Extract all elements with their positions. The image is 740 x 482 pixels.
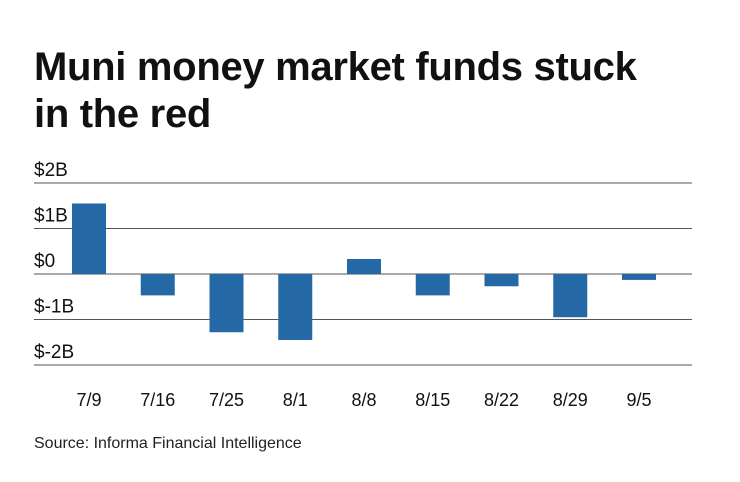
chart-title-line-1: Muni money market funds stuck — [34, 45, 637, 89]
y-tick-label: $-1B — [34, 297, 74, 318]
bar-7-16 — [140, 274, 175, 296]
bar-9-5 — [622, 274, 656, 280]
x-tick-label: 7/25 — [209, 390, 244, 410]
y-axis-ticks: $2B $1B $0 $-1B $-2B — [34, 160, 74, 363]
x-tick-label: 7/16 — [140, 390, 175, 410]
y-tick-label: $-2B — [34, 342, 74, 363]
x-tick-label: 8/29 — [553, 390, 588, 410]
x-tick-label: 8/8 — [351, 390, 376, 410]
bar-7-9 — [72, 203, 106, 274]
bar-8-15 — [415, 274, 450, 296]
y-tick-label: $1B — [34, 206, 68, 227]
y-tick-label: $0 — [34, 251, 55, 272]
bar-8-22 — [484, 274, 519, 287]
bars — [72, 203, 656, 340]
y-tick-label: $2B — [34, 160, 68, 181]
x-tick-label: 8/22 — [484, 390, 519, 410]
source-note: Source: Informa Financial Intelligence — [34, 435, 302, 452]
x-axis-ticks: 7/9 7/16 7/25 8/1 8/8 8/15 8/22 8/29 9/5 — [76, 390, 651, 410]
x-tick-label: 8/15 — [415, 390, 450, 410]
x-tick-label: 8/1 — [283, 390, 308, 410]
bar-8-8 — [347, 258, 381, 274]
x-tick-label: 9/5 — [626, 390, 651, 410]
chart-title-line-2: in the red — [34, 92, 212, 136]
x-tick-label: 7/9 — [76, 390, 101, 410]
bar-8-29 — [553, 274, 588, 318]
bar-7-25 — [209, 274, 244, 333]
chart-title: Muni money market funds stuck in the red — [34, 44, 724, 138]
bar-8-1 — [278, 274, 313, 340]
